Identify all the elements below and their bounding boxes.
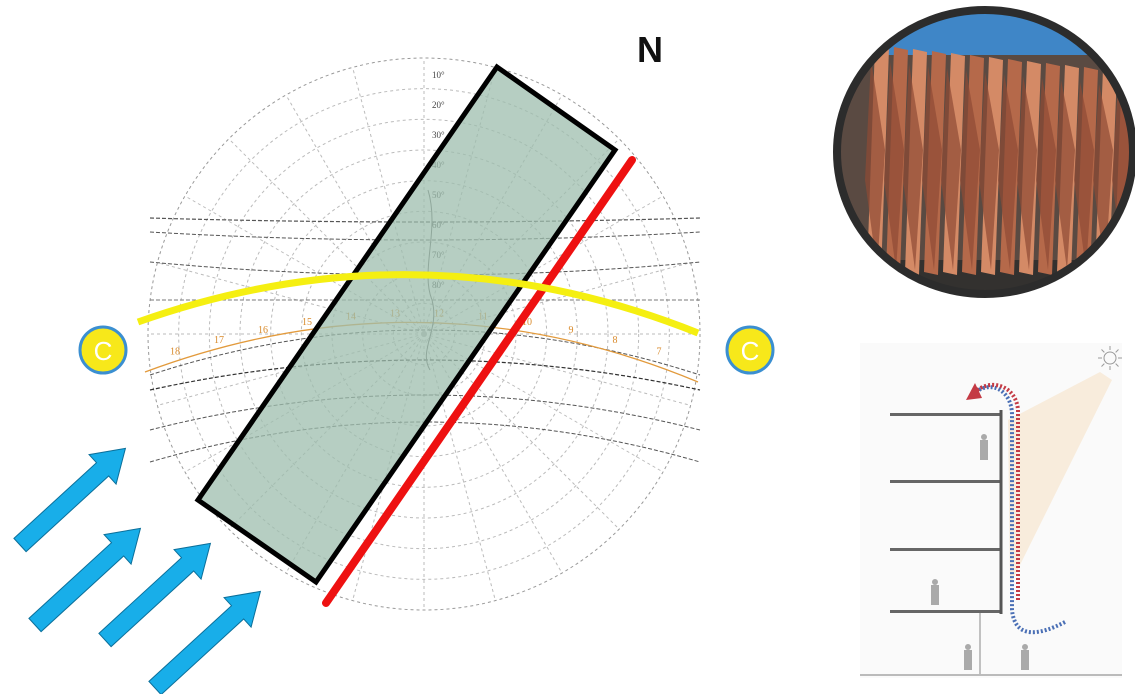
wind-arrows xyxy=(13,447,262,694)
facade-line xyxy=(322,156,636,607)
azimuth-line xyxy=(423,195,664,335)
arrow-shape xyxy=(148,590,262,694)
side-label: C xyxy=(741,336,760,366)
fin xyxy=(922,66,942,270)
person-body xyxy=(980,440,988,460)
facade-photo xyxy=(833,6,1135,298)
sun-ray xyxy=(1115,349,1119,353)
side-marker xyxy=(78,325,128,375)
fin xyxy=(1055,80,1075,270)
photo-frame xyxy=(833,6,1135,298)
person-head xyxy=(965,644,971,650)
airflow-head xyxy=(966,383,982,400)
person-body xyxy=(1021,650,1029,670)
hour-label: 8 xyxy=(613,335,618,346)
floor-slab xyxy=(890,548,1000,551)
altitude-ring xyxy=(239,149,609,519)
fin xyxy=(998,74,1018,270)
hour-label: 17 xyxy=(214,335,224,346)
azimuth-line xyxy=(285,94,425,335)
hour-label: 18 xyxy=(170,346,180,357)
fin xyxy=(960,70,980,270)
person-body xyxy=(964,650,972,670)
floor-slab xyxy=(890,480,1000,483)
airflow xyxy=(970,385,1066,635)
sun-arc xyxy=(136,271,700,337)
azimuth-line xyxy=(423,333,563,574)
floor-slab xyxy=(890,610,1000,613)
north-label: N xyxy=(637,29,663,70)
hour-label: 9 xyxy=(569,325,574,336)
altitude-ring xyxy=(208,118,640,550)
altitude-label: 10° xyxy=(432,70,445,80)
fin xyxy=(1036,78,1056,270)
azimuth-line xyxy=(157,262,425,335)
azimuth-line xyxy=(423,333,496,601)
arrow-shape xyxy=(98,542,212,648)
side-label: C xyxy=(94,336,113,366)
sun-cone xyxy=(1008,372,1112,585)
airflow xyxy=(973,382,1020,600)
wind-arrow xyxy=(28,527,142,633)
side-marker xyxy=(725,325,775,375)
fin xyxy=(1017,76,1037,270)
altitude-ring xyxy=(178,88,670,580)
azimuth-line xyxy=(423,333,664,473)
hour-label: 7 xyxy=(657,346,662,357)
fin xyxy=(865,60,885,270)
person-head xyxy=(981,434,987,440)
fin xyxy=(1074,82,1094,270)
fin xyxy=(884,62,904,270)
wind-arrow xyxy=(98,542,212,648)
horizon-circle xyxy=(147,57,701,611)
arrow-shape xyxy=(13,447,127,553)
azimuth-line xyxy=(352,67,425,335)
hour-label: 16 xyxy=(258,325,268,336)
fin xyxy=(1093,84,1113,270)
sun-ray xyxy=(1115,363,1119,367)
person-body xyxy=(931,585,939,605)
fin xyxy=(979,72,999,270)
sun-ray xyxy=(1101,363,1105,367)
person-head xyxy=(932,579,938,585)
sun-icon xyxy=(1103,351,1117,365)
azimuth-line xyxy=(423,333,620,530)
altitude-label: 20° xyxy=(432,100,445,110)
azimuth-line xyxy=(423,333,691,406)
fin xyxy=(941,68,961,270)
hour-label: 10 xyxy=(522,317,532,328)
section-diagram xyxy=(860,343,1122,678)
azimuth-line xyxy=(423,262,691,335)
arrow-shape xyxy=(28,527,142,633)
person-head xyxy=(1022,644,1028,650)
sun-ray xyxy=(1101,349,1105,353)
floor-slab xyxy=(890,413,1000,416)
building-footprint xyxy=(194,63,619,586)
altitude-label: 30° xyxy=(432,130,445,140)
azimuth-line xyxy=(184,195,425,335)
azimuth-line xyxy=(228,138,425,335)
wind-arrow xyxy=(148,590,262,694)
wind-arrow xyxy=(13,447,127,553)
hour-label: 15 xyxy=(302,317,312,328)
fin xyxy=(903,64,923,270)
